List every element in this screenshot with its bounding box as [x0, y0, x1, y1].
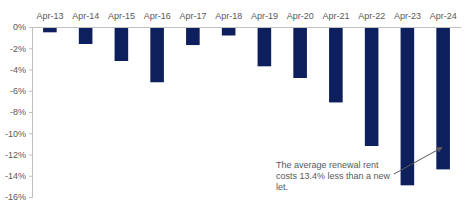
y-tick: -6% [10, 86, 32, 96]
y-tick-label: -12% [5, 150, 26, 160]
y-tick-label: -6% [10, 86, 26, 96]
chart: 0%-2%-4%-6%-8%-10%-12%-14%-16%Apr-13Apr-… [0, 0, 465, 204]
x-tick-label: Apr-16 [144, 11, 171, 21]
annotation: The average renewal rentcosts 13.4% less… [276, 160, 391, 192]
y-tick-mark [29, 70, 32, 71]
y-tick-mark [29, 48, 32, 49]
y-tick: -14% [5, 171, 32, 181]
y-tick-label: -14% [5, 171, 26, 181]
x-tick: Apr-22 [358, 11, 385, 27]
x-tick-label: Apr-13 [36, 11, 63, 21]
x-tick-label: Apr-20 [287, 11, 314, 21]
plot-area: 0%-2%-4%-6%-8%-10%-12%-14%-16%Apr-13Apr-… [5, 11, 462, 202]
bar [115, 27, 129, 61]
y-tick-label: -10% [5, 129, 26, 139]
y-tick: -16% [5, 192, 32, 202]
x-tick-label: Apr-14 [72, 11, 99, 21]
bar [329, 27, 343, 102]
y-tick: -10% [5, 129, 32, 139]
y-tick: -4% [10, 65, 32, 75]
annotation-arrow [394, 147, 442, 174]
bar [258, 27, 272, 66]
x-tick: Apr-16 [144, 11, 171, 27]
bar [293, 27, 307, 78]
bar [365, 27, 379, 146]
x-tick-label: Apr-17 [179, 11, 206, 21]
y-tick-mark [29, 91, 32, 92]
x-tick: Apr-19 [251, 11, 278, 27]
y-axis: 0% -2% -4% -6% -8% -10% -12% -14% -16% [5, 22, 33, 202]
x-tick: Apr-21 [322, 11, 349, 27]
x-tick: Apr-18 [215, 11, 242, 27]
bar [401, 27, 415, 185]
x-axis: Apr-13 Apr-14 Apr-15 Apr-16 Apr-17 Apr-18 Apr-… [33, 11, 462, 28]
y-tick-mark [29, 112, 32, 113]
y-tick-mark [29, 197, 32, 198]
x-axis-line [33, 27, 462, 28]
bar [186, 27, 200, 45]
y-tick-mark [29, 176, 32, 177]
x-tick-label: Apr-18 [215, 11, 242, 21]
x-tick: Apr-24 [430, 11, 457, 27]
bar [436, 27, 450, 169]
x-tick: Apr-17 [179, 11, 206, 27]
y-tick-label: -4% [10, 65, 26, 75]
x-tick: Apr-13 [36, 11, 63, 27]
bar [150, 27, 164, 82]
y-tick-label: -16% [5, 192, 26, 202]
x-tick: Apr-14 [72, 11, 99, 27]
x-tick-label: Apr-23 [394, 11, 421, 21]
bar [79, 27, 93, 44]
x-tick: Apr-23 [394, 11, 421, 27]
x-tick-label: Apr-21 [322, 11, 349, 21]
x-tick-label: Apr-19 [251, 11, 278, 21]
y-axis-line [29, 28, 33, 198]
y-tick-mark [29, 27, 32, 28]
y-tick-mark [29, 133, 32, 134]
x-tick-label: Apr-22 [358, 11, 385, 21]
x-tick: Apr-20 [287, 11, 314, 27]
x-tick-label: Apr-24 [430, 11, 457, 21]
x-tick-label: Apr-15 [108, 11, 135, 21]
x-tick: Apr-15 [108, 11, 135, 27]
y-tick: -2% [10, 44, 32, 54]
y-tick: -8% [10, 107, 32, 117]
bar [222, 27, 236, 36]
y-tick-label: 0% [13, 22, 26, 32]
y-tick-mark [29, 155, 32, 156]
y-tick-label: -2% [10, 44, 26, 54]
bars [43, 27, 450, 185]
y-tick: 0% [13, 22, 32, 32]
y-tick: -12% [5, 150, 32, 160]
y-tick-label: -8% [10, 107, 26, 117]
